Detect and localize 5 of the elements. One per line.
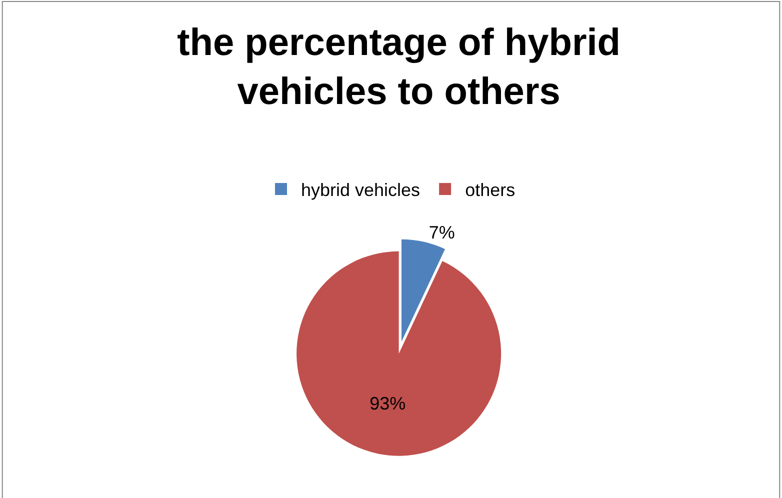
- chart-title: the percentage of hybrid vehicles to others: [177, 22, 621, 114]
- data-label: 7%: [428, 222, 455, 242]
- legend-label: hybrid vehicles: [301, 180, 420, 200]
- legend-label: others: [465, 180, 516, 200]
- data-label: 93%: [370, 393, 406, 414]
